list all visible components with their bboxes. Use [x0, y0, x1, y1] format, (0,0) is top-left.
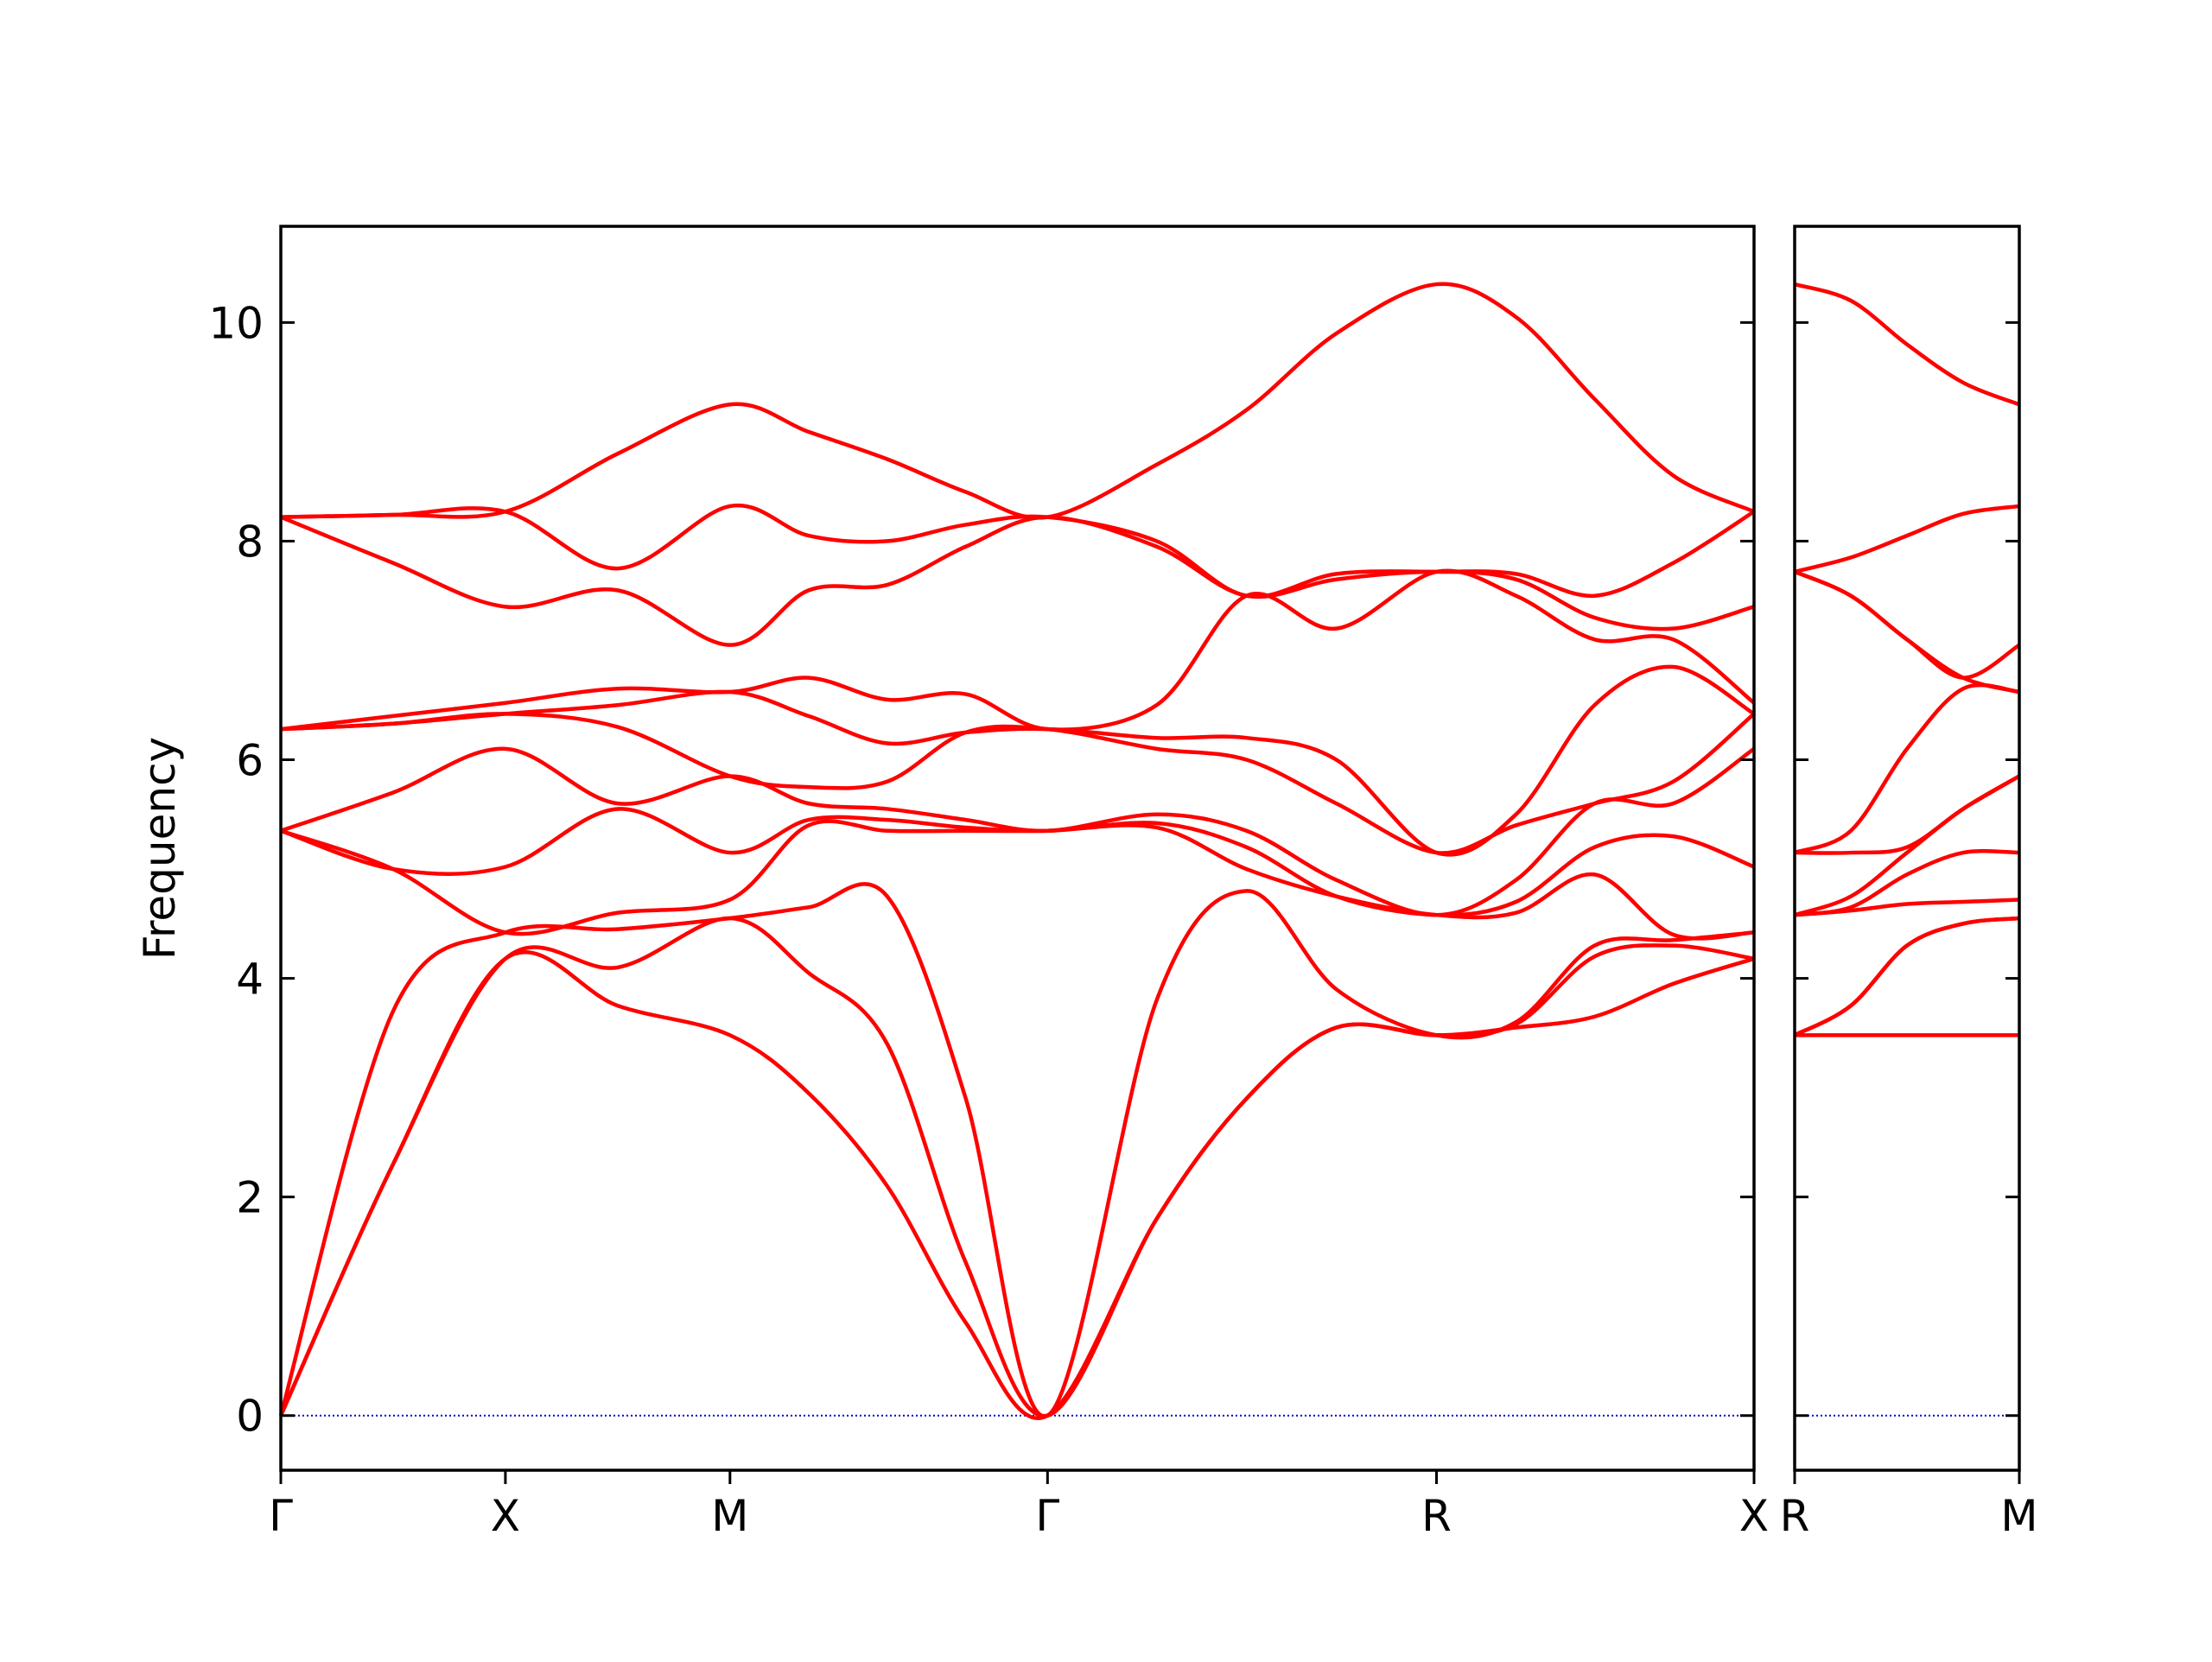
y-axis-label: Frequency: [135, 737, 185, 960]
band-line: [280, 568, 1756, 732]
x-tick-label: R: [1421, 1491, 1452, 1541]
band-line: [280, 746, 1756, 917]
band-line: [280, 515, 1755, 647]
x-tick-label: R: [1780, 1491, 1810, 1541]
band-line: [280, 819, 1755, 941]
x-tick-label: X: [491, 1491, 520, 1541]
x-tick-label: M: [2000, 1491, 2037, 1541]
x-tick-label: X: [1739, 1491, 1769, 1541]
plot-frame: [279, 225, 1756, 1472]
band-line: [278, 882, 1755, 1418]
band-line: [1794, 569, 2021, 680]
x-tick-label: Γ: [269, 1491, 293, 1541]
y-tick-label: 2: [236, 1173, 264, 1223]
y-tick-label: 6: [236, 736, 264, 786]
y-tick-label: 4: [236, 955, 264, 1005]
band-line: [280, 503, 1756, 599]
band-line: [1794, 282, 2020, 407]
plot-frame: [1793, 225, 2021, 1472]
band-line: [1793, 916, 2020, 1037]
y-tick-label: 8: [236, 517, 264, 567]
band-line: [278, 916, 1755, 1418]
band-line: [1794, 504, 2020, 574]
band-line: [1794, 774, 2021, 855]
x-tick-label: Γ: [1035, 1491, 1059, 1541]
band-line: [1794, 569, 2020, 695]
band-line: [1794, 682, 2020, 855]
band-line: [280, 664, 1756, 857]
band-line: [1794, 848, 2020, 917]
y-tick-label: 10: [208, 298, 264, 348]
y-tick-label: 0: [236, 1392, 264, 1442]
band-line: [280, 282, 1755, 520]
x-tick-label: M: [711, 1491, 748, 1541]
